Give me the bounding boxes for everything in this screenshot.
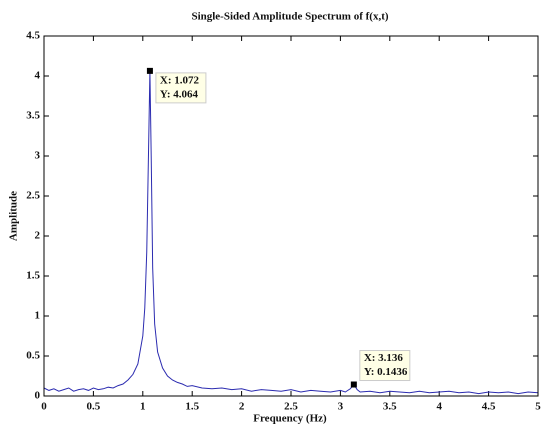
- x-tick-label: 1: [140, 401, 146, 413]
- y-tick-label: 2.5: [26, 190, 40, 202]
- axes-box: [43, 35, 539, 397]
- x-axis-label: Frequency (Hz): [253, 413, 327, 424]
- data-tip-marker: [350, 381, 357, 388]
- y-tick-label: 2: [35, 230, 41, 242]
- x-tick-label: 4: [436, 401, 442, 413]
- y-tick-label: 1.5: [26, 270, 40, 282]
- data-tip-x: X: 1.072: [160, 74, 200, 86]
- y-tick-label: 3: [35, 150, 41, 162]
- y-tick-label: 0.5: [26, 350, 40, 362]
- x-tick-label: 3: [338, 401, 344, 413]
- x-tick-label: 0.5: [87, 401, 101, 413]
- x-tick-label: 1.5: [185, 401, 199, 413]
- x-tick-label: 2.5: [284, 401, 298, 413]
- chart-title: Single-Sided Amplitude Spectrum of f(x,t…: [191, 11, 388, 23]
- x-tick-label: 4.5: [482, 401, 496, 413]
- y-tick-label: 4: [35, 70, 41, 82]
- x-tick-label: 2: [239, 401, 245, 413]
- spectrum-line: [43, 70, 539, 395]
- data-tip-x: X: 3.136: [364, 352, 404, 364]
- y-tick-label: 0: [35, 390, 41, 402]
- x-tick-label: 3.5: [383, 401, 397, 413]
- y-tick-label: 1: [35, 310, 41, 322]
- y-axis-label: Amplitude: [8, 191, 20, 241]
- data-tip-box: [155, 72, 207, 104]
- data-tip-marker: [146, 67, 153, 74]
- data-tip-box: [359, 350, 411, 382]
- x-tick-label: 0: [41, 401, 47, 413]
- y-tick-label: 3.5: [26, 110, 40, 122]
- y-tick-label: 4.5: [26, 30, 40, 42]
- x-tick-label: 5: [535, 401, 541, 413]
- data-tip-y: Y: 4.064: [160, 88, 199, 100]
- data-tip-y: Y: 0.1436: [364, 366, 408, 378]
